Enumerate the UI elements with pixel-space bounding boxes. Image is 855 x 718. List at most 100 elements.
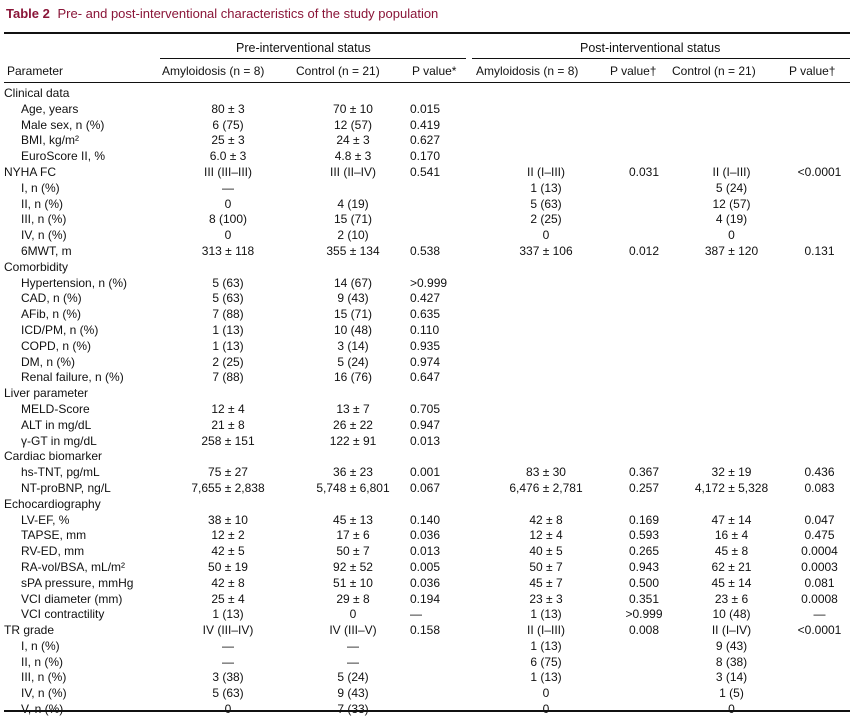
cell-pvalue-amy-post: 0.257 — [628, 480, 660, 495]
cell-control-pre — [296, 86, 410, 102]
cell-control-pre: 4.8 ± 3 — [334, 149, 372, 164]
cell-control-post — [674, 102, 789, 118]
cell-pvalue-ctrl-post: 0.131 — [804, 243, 835, 258]
cell-pvalue-amy-post — [614, 102, 674, 118]
cell-amyloidosis-post — [478, 149, 614, 165]
parameter-cell: COPD, n (%) — [21, 338, 92, 353]
cell-pvalue-ctrl-post: 0.475 — [804, 528, 835, 543]
cell-control-post: 47 ± 14 — [711, 512, 752, 527]
cell-amyloidosis-pre: 5 (63) — [212, 275, 244, 290]
cell-amyloidosis-pre: 8 (100) — [208, 212, 248, 227]
table-row: IV, n (%) 0 2 (10) 0 0 — [4, 228, 850, 244]
table-row: Renal failure, n (%) 7 (88) 16 (76) 0.647 — [4, 370, 850, 386]
cell-control-post — [674, 418, 789, 434]
cell-pvalue-amy-post — [614, 276, 674, 292]
cell-amyloidosis-pre: 1 (13) — [212, 322, 244, 337]
cell-control-pre: 15 (71) — [333, 307, 373, 322]
cell-amyloidosis-pre: 25 ± 3 — [211, 133, 245, 148]
category-row: Comorbidity — [4, 260, 850, 276]
cell-control-pre: 0 — [349, 607, 357, 622]
category-label: TR grade — [4, 623, 55, 638]
cell-pvalue-pre — [410, 386, 478, 402]
cell-pvalue-pre — [410, 670, 478, 686]
parameter-cell: LV-EF, % — [21, 512, 70, 527]
cell-control-pre: 3 (14) — [337, 338, 369, 353]
cell-control-pre: 9 (43) — [337, 686, 369, 701]
table-row: MELD-Score 12 ± 4 13 ± 7 0.705 — [4, 402, 850, 418]
table-row: BMI, kg/m² 25 ± 3 24 ± 3 0.627 — [4, 133, 850, 149]
table-row: LV-EF, % 38 ± 10 45 ± 13 0.140 42 ± 8 0.169 47… — [4, 513, 850, 529]
cell-pvalue-amy-post: >0.999 — [625, 607, 663, 622]
cell-amyloidosis-post: 45 ± 7 — [529, 575, 563, 590]
cell-amyloidosis-post — [478, 86, 614, 102]
cell-amyloidosis-pre: 12 ± 2 — [211, 528, 245, 543]
cell-amyloidosis-pre: — — [222, 654, 234, 669]
col-header-pvalue-ctrl-post: P value† — [789, 64, 836, 78]
cell-pvalue-ctrl-post — [789, 276, 850, 292]
cell-amyloidosis-post: 42 ± 8 — [529, 512, 563, 527]
cell-pvalue-pre: 0.013 — [410, 433, 441, 448]
cell-pvalue-ctrl-post — [789, 386, 850, 402]
table-row: II, n (%) — — 6 (75) 8 (38) — [4, 655, 850, 671]
cell-pvalue-ctrl-post — [789, 307, 850, 323]
cell-pvalue-pre: 0.140 — [410, 512, 441, 527]
table-row: II, n (%) 0 4 (19) 5 (63) 12 (57) — [4, 197, 850, 213]
cell-control-pre: III (II–IV) — [329, 164, 376, 179]
cell-amyloidosis-pre: 7 (88) — [212, 307, 244, 322]
cell-control-pre: 122 ± 91 — [329, 433, 377, 448]
cell-pvalue-amy-post: 0.351 — [628, 591, 660, 606]
parameter-cell: NT-proBNP, ng/L — [21, 480, 111, 495]
category-row: Cardiac biomarker — [4, 449, 850, 465]
table-row: Hypertension, n (%) 5 (63) 14 (67) >0.999 — [4, 276, 850, 292]
cell-pvalue-amy-post: 0.012 — [628, 243, 660, 258]
col-header-control-post: Control (n = 21) — [672, 64, 756, 78]
cell-pvalue-pre: >0.999 — [410, 275, 448, 290]
cell-pvalue-amy-post — [614, 197, 674, 213]
cell-pvalue-amy-post — [614, 434, 674, 450]
col-header-amyloidosis-post: Amyloidosis (n = 8) — [476, 64, 579, 78]
cell-control-pre: 355 ± 134 — [326, 243, 380, 258]
cell-control-pre: 17 ± 6 — [336, 528, 370, 543]
cell-pvalue-pre: 0.705 — [410, 401, 441, 416]
cell-amyloidosis-pre: IV (III–IV) — [202, 623, 254, 638]
parameter-cell: VCI contractility — [21, 607, 105, 622]
parameter-cell: AFib, n (%) — [21, 307, 82, 322]
cell-control-post — [674, 497, 789, 513]
cell-amyloidosis-post — [478, 434, 614, 450]
cell-control-post: 0 — [674, 702, 789, 718]
cell-control-post: 4 (19) — [715, 212, 748, 227]
cell-amyloidosis-pre: 75 ± 27 — [208, 465, 248, 480]
cell-pvalue-pre: 0.974 — [410, 354, 441, 369]
cell-pvalue-ctrl-post — [789, 149, 850, 165]
category-label: Echocardiography — [4, 496, 101, 511]
cell-pvalue-ctrl-post — [789, 355, 850, 371]
cell-pvalue-pre: 0.001 — [410, 465, 441, 480]
cell-pvalue-amy-post — [614, 449, 674, 465]
cell-control-pre: 51 ± 10 — [333, 575, 373, 590]
cell-amyloidosis-post: 0 — [542, 228, 550, 243]
table-row: Age, years 80 ± 3 70 ± 10 0.015 — [4, 102, 850, 118]
cell-control-post — [674, 291, 789, 307]
table-row: hs-TNT, pg/mL 75 ± 27 36 ± 23 0.001 83 ± 30 0… — [4, 465, 850, 481]
category-row: Echocardiography — [4, 497, 850, 513]
col-header-pvalue-amy-post: P value† — [610, 64, 657, 78]
cell-control-pre: 16 (76) — [333, 370, 373, 385]
cell-pvalue-pre: 0.158 — [410, 623, 441, 638]
table-row: 6MWT, m 313 ± 118 355 ± 134 0.538 337 ± 106 0… — [4, 244, 850, 260]
cell-control-post — [674, 339, 789, 355]
cell-amyloidosis-pre: 258 ± 151 — [201, 433, 255, 448]
cell-control-pre: 7 (33) — [296, 702, 410, 718]
cell-pvalue-pre: 0.419 — [410, 117, 441, 132]
cell-amyloidosis-pre: 80 ± 3 — [211, 101, 245, 116]
cell-pvalue-ctrl-post: 0.0003 — [801, 559, 838, 574]
table-row: VCI contractility 1 (13) 0 — 1 (13) >0.999 10 … — [4, 607, 850, 623]
cell-control-pre: 26 ± 22 — [333, 417, 373, 432]
cell-pvalue-pre — [410, 497, 478, 513]
cell-pvalue-amy-post — [614, 118, 674, 134]
table-row: ALT in mg/dL 21 ± 8 26 ± 22 0.947 — [4, 418, 850, 434]
cell-amyloidosis-post: 40 ± 5 — [529, 544, 563, 559]
cell-pvalue-amy-post — [614, 386, 674, 402]
cell-amyloidosis-post: II (I–III) — [526, 164, 565, 179]
cell-amyloidosis-post — [478, 370, 614, 386]
cell-amyloidosis-pre: 50 ± 19 — [208, 559, 248, 574]
